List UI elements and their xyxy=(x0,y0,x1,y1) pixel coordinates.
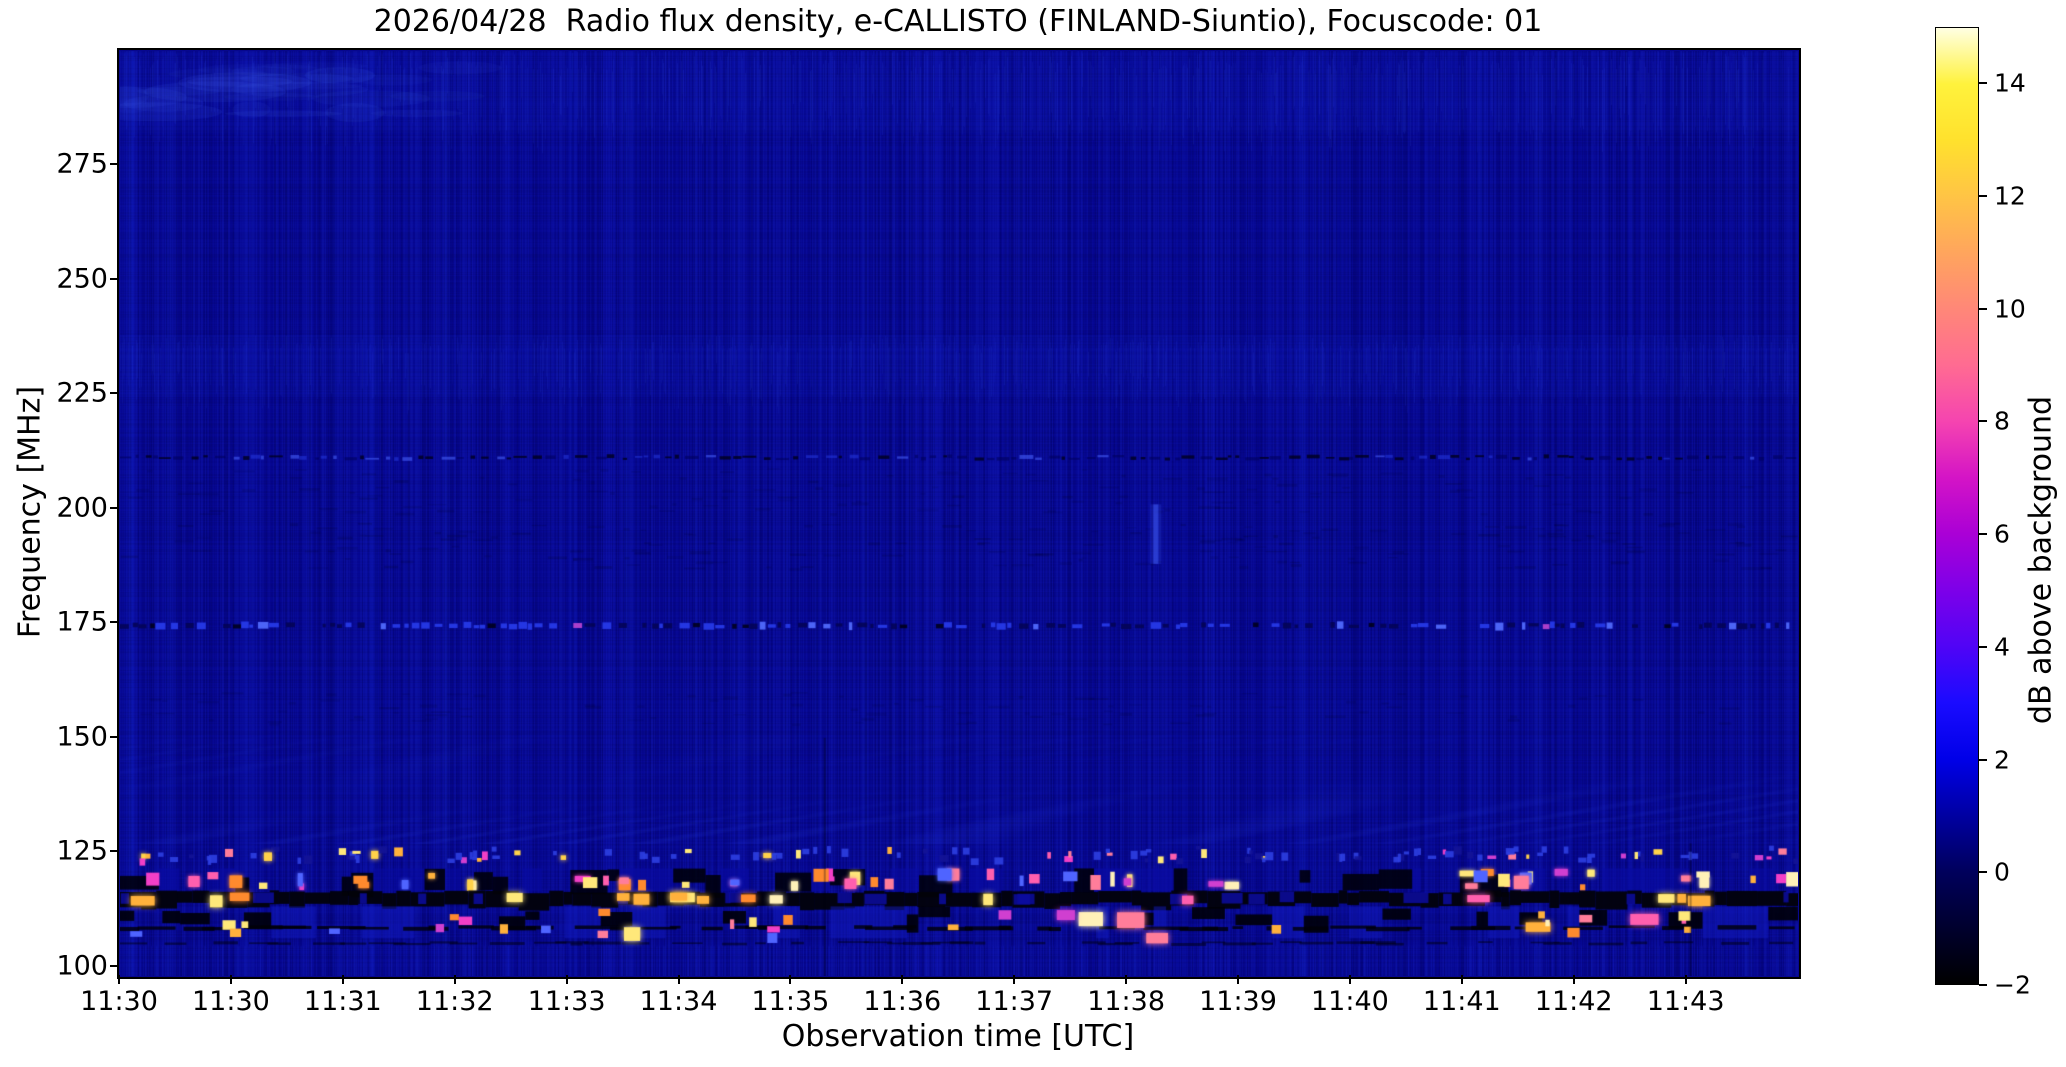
x-tick-label: 11:36 xyxy=(863,986,942,1017)
y-tick-label: 275 xyxy=(56,148,108,180)
x-tick-label: 11:41 xyxy=(1422,986,1501,1017)
colorbar-tick-label: 8 xyxy=(1994,406,2010,436)
plot-area xyxy=(117,48,1801,979)
colorbar-tick-label: 6 xyxy=(1994,519,2010,549)
colorbar-tick-label: 2 xyxy=(1994,745,2010,775)
x-tick-mark xyxy=(1237,975,1239,984)
y-tick-mark xyxy=(110,964,119,967)
colorbar-gradient xyxy=(1936,28,1978,984)
x-tick-label: 11:42 xyxy=(1534,986,1613,1017)
y-tick-mark xyxy=(110,163,119,166)
x-tick-mark xyxy=(901,975,904,984)
x-tick-mark xyxy=(677,975,680,984)
y-tick-label: 225 xyxy=(56,377,108,409)
y-tick-label: 200 xyxy=(56,492,108,524)
colorbar-tick-mark xyxy=(1979,758,1987,761)
y-tick-label: 125 xyxy=(56,835,108,867)
colorbar-tick-mark xyxy=(1979,307,1987,310)
x-tick-label: 11:31 xyxy=(303,986,382,1017)
x-tick-mark xyxy=(1348,975,1351,984)
x-tick-label: 11:37 xyxy=(975,986,1054,1017)
colorbar-tick-mark xyxy=(1979,984,1987,986)
y-tick-mark xyxy=(110,506,119,509)
x-tick-mark xyxy=(789,975,792,984)
x-tick-label: 11:40 xyxy=(1310,986,1389,1017)
colorbar-tick-label: 10 xyxy=(1994,294,2026,324)
colorbar-tick-label: 14 xyxy=(1994,68,2026,98)
y-tick-label: 175 xyxy=(56,606,108,638)
y-axis-label: Frequency [MHz] xyxy=(12,385,48,639)
x-tick-mark xyxy=(1460,975,1463,984)
y-tick-label: 250 xyxy=(56,263,108,295)
y-tick-mark xyxy=(110,621,119,624)
colorbar-tick-label: 4 xyxy=(1994,632,2010,662)
x-tick-mark xyxy=(1013,975,1016,984)
y-tick-mark xyxy=(110,735,119,738)
colorbar-tick-mark xyxy=(1979,420,1987,423)
y-tick-label: 150 xyxy=(56,721,108,753)
colorbar-tick-mark xyxy=(1979,645,1987,648)
x-axis-label: Observation time [UTC] xyxy=(781,1019,1135,1054)
chart-title: 2026/04/28 Radio flux density, e-CALLIST… xyxy=(373,4,1543,39)
x-tick-mark xyxy=(565,975,568,984)
colorbar-tick-label: 0 xyxy=(1994,857,2010,887)
x-tick-label: 11:39 xyxy=(1199,986,1277,1017)
colorbar-tick-label: 12 xyxy=(1994,181,2026,211)
colorbar-tick-mark xyxy=(1979,195,1987,198)
x-tick-label: 11:43 xyxy=(1646,986,1725,1017)
y-tick-label: 100 xyxy=(56,950,108,982)
x-tick-mark xyxy=(341,975,344,984)
colorbar-tick-mark xyxy=(1979,82,1987,85)
colorbar-label: dB above background xyxy=(2023,395,2059,725)
colorbar-tick-mark xyxy=(1979,533,1987,536)
colorbar-tick-mark xyxy=(1979,871,1987,874)
x-tick-label: 11:33 xyxy=(527,986,606,1017)
x-tick-label: 11:34 xyxy=(639,986,718,1017)
x-tick-label: 11:30 xyxy=(80,986,158,1017)
x-tick-mark xyxy=(453,975,456,984)
x-tick-label: 11:35 xyxy=(751,986,830,1017)
x-tick-mark xyxy=(1684,975,1687,984)
x-tick-label: 11:30 xyxy=(191,986,270,1017)
x-tick-mark xyxy=(1572,975,1575,984)
y-tick-mark xyxy=(110,850,119,853)
x-tick-label: 11:38 xyxy=(1087,986,1165,1017)
x-tick-mark xyxy=(229,975,232,984)
colorbar xyxy=(1935,27,1979,985)
colorbar-tick-label: −2 xyxy=(1994,970,2031,1000)
y-tick-mark xyxy=(110,277,119,280)
spectrogram-canvas xyxy=(120,51,1798,976)
x-tick-mark xyxy=(1125,975,1128,984)
x-tick-label: 11:32 xyxy=(415,986,494,1017)
y-tick-mark xyxy=(110,392,119,395)
x-tick-mark xyxy=(118,975,120,984)
